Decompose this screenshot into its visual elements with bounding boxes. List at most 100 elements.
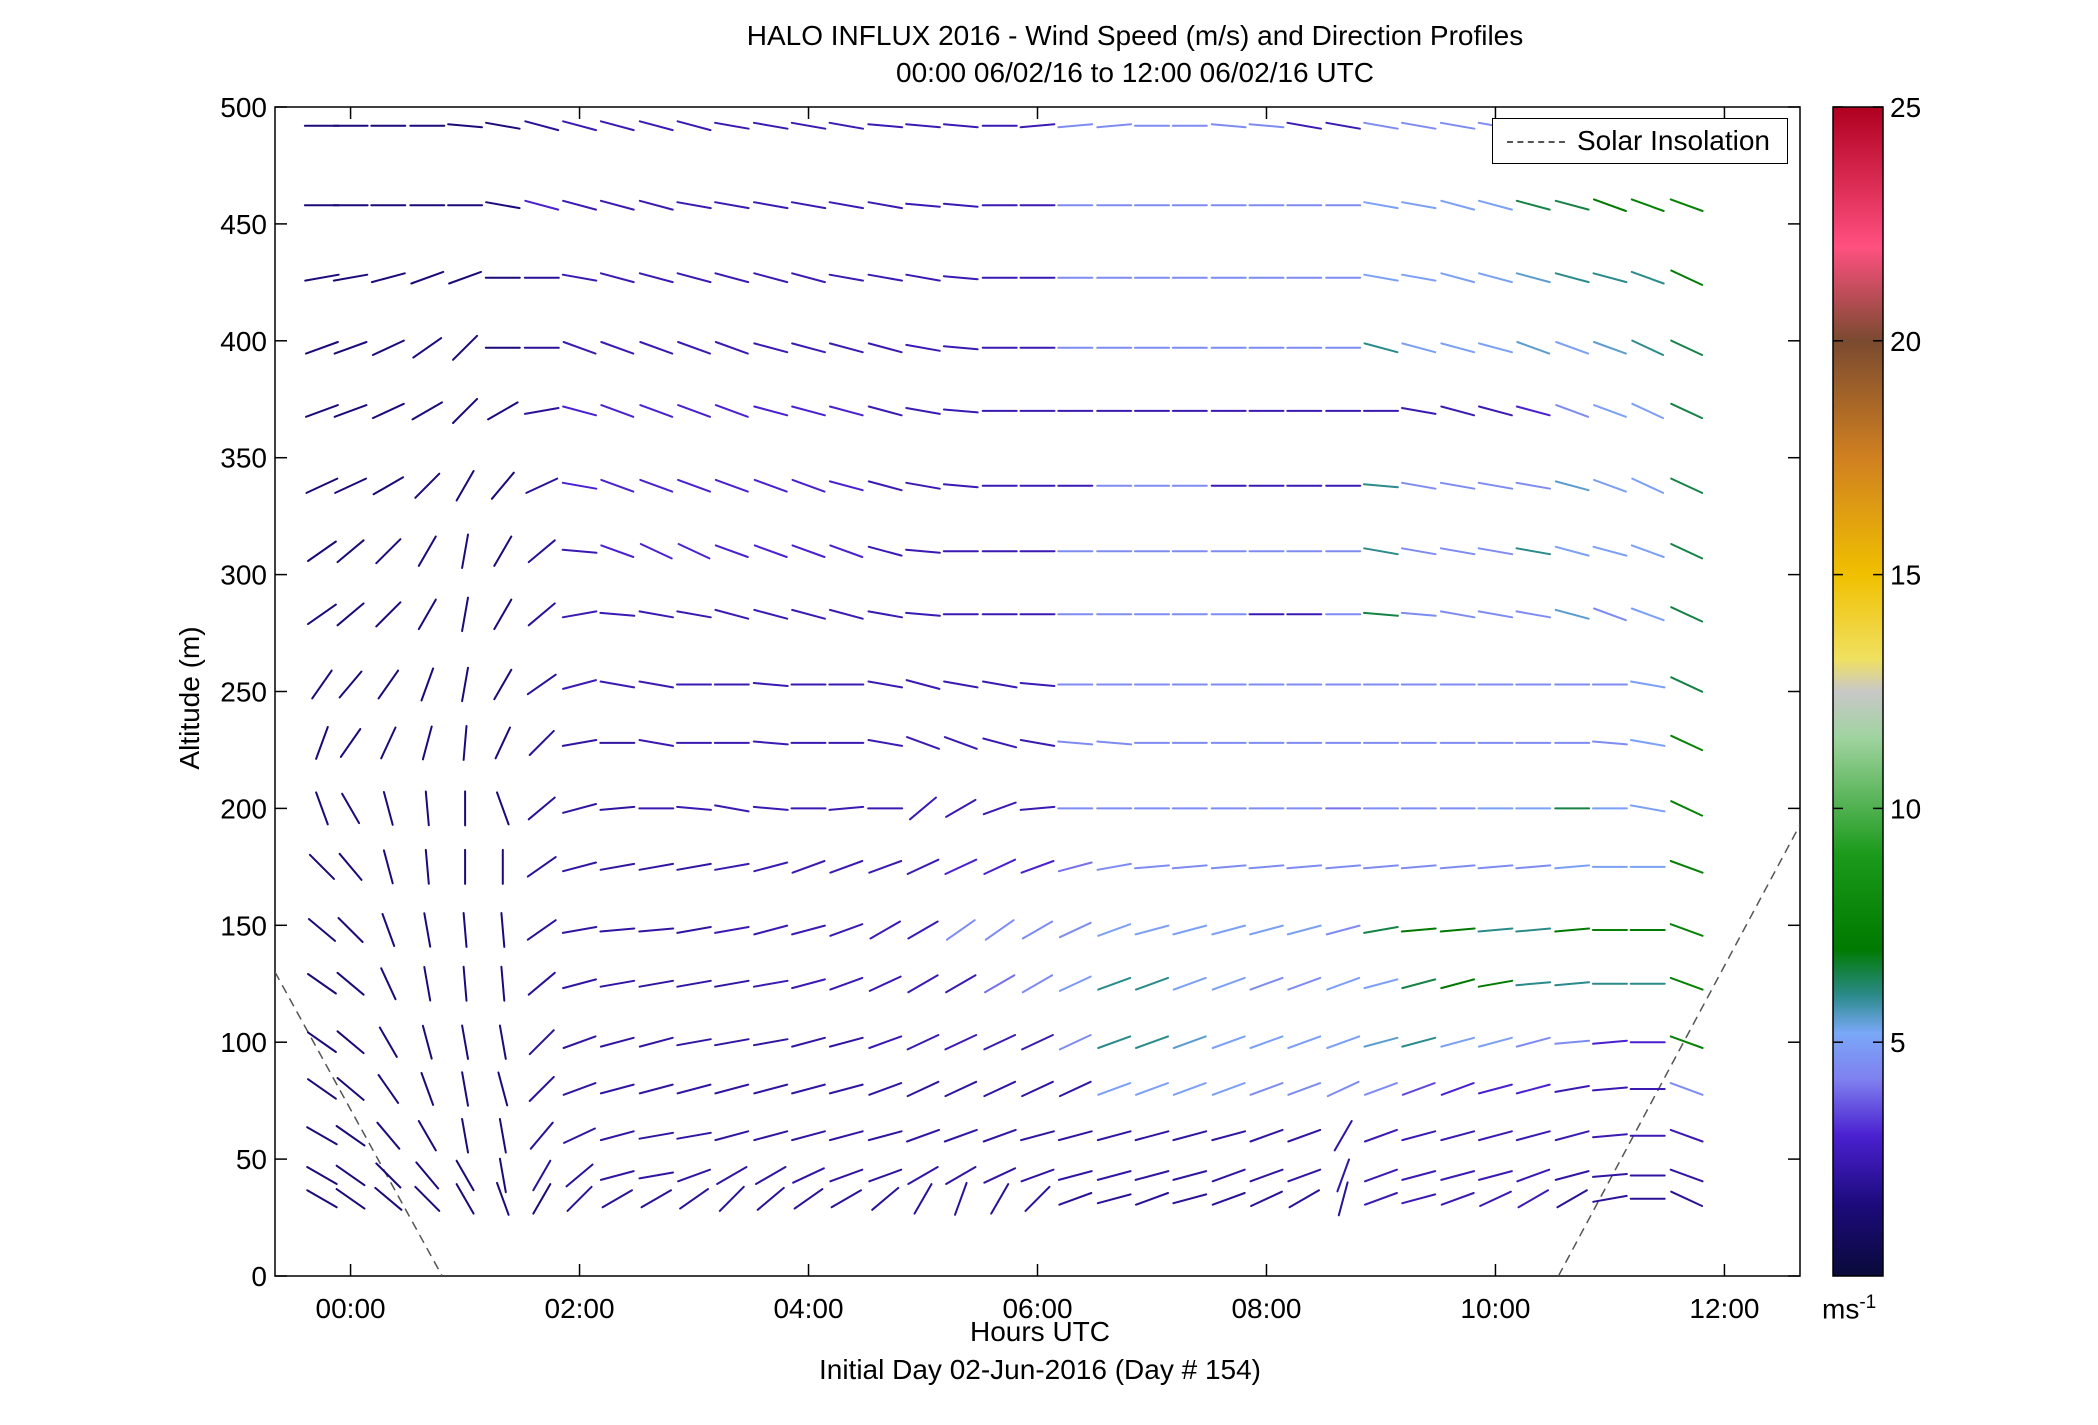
wind-vector: [382, 791, 394, 826]
wind-vector: [526, 673, 557, 696]
wind-vector: [905, 343, 941, 352]
wind-vector: [828, 405, 864, 417]
wind-vector: [1554, 1039, 1591, 1045]
wind-vector: [1556, 1189, 1588, 1209]
wind-vector: [942, 123, 979, 129]
wind-vector: [1363, 926, 1399, 934]
wind-vector: [943, 680, 979, 689]
wind-vector: [1670, 269, 1704, 286]
wind-vector: [1057, 861, 1093, 873]
wind-vector: [1172, 1193, 1208, 1205]
wind-vector: [1211, 1192, 1246, 1206]
wind-vector: [1515, 405, 1551, 417]
wind-vector: [714, 341, 749, 355]
wind-vector: [1479, 1190, 1512, 1207]
wind-vector: [308, 853, 335, 880]
wind-vector: [791, 924, 826, 936]
wind-vector: [1248, 864, 1285, 870]
wind-vector: [1554, 608, 1590, 620]
wind-vector: [1478, 342, 1513, 354]
wind-vector: [639, 341, 674, 355]
wind-vector: [868, 1035, 903, 1049]
wind-vector: [638, 1083, 674, 1095]
wind-vector: [1172, 1035, 1207, 1049]
wind-vector: [1554, 1170, 1590, 1181]
wind-vector: [1670, 339, 1704, 356]
wind-vector: [791, 544, 826, 558]
wind-vector: [1057, 1130, 1093, 1142]
wind-vector: [338, 852, 363, 881]
colorbar-tick-label: 10: [1890, 793, 1921, 824]
wind-vector: [1337, 1181, 1349, 1217]
wind-vector: [600, 341, 635, 355]
wind-vector: [676, 926, 712, 934]
wind-vector: [1134, 1130, 1170, 1142]
wind-vector: [829, 976, 864, 991]
wind-vector: [1515, 272, 1551, 284]
y-tick-label: 300: [220, 560, 267, 591]
wind-vector: [565, 1163, 594, 1188]
wind-vector: [638, 120, 674, 132]
wind-vector: [336, 1077, 365, 1101]
wind-vector: [942, 408, 979, 414]
wind-vector: [867, 405, 903, 417]
wind-vector: [562, 978, 597, 990]
wind-vector: [527, 796, 556, 821]
y-tick-label: 200: [220, 793, 267, 824]
wind-vector: [1440, 199, 1476, 211]
x-axis-sublabel: Initial Day 02-Jun-2016 (Day # 154): [818, 1354, 1261, 1385]
wind-vector: [462, 965, 468, 1002]
wind-vector: [421, 725, 433, 761]
wind-vector: [374, 1186, 403, 1211]
wind-vector: [676, 201, 712, 210]
wind-vector: [1669, 976, 1704, 991]
wind-vector: [828, 1083, 864, 1095]
wind-vector: [380, 726, 397, 760]
wind-vector: [423, 966, 432, 1002]
wind-vector: [1593, 607, 1627, 622]
wind-vector: [336, 602, 365, 627]
wind-vector: [676, 1131, 712, 1140]
wind-vector: [791, 860, 826, 874]
wind-vector: [942, 483, 979, 489]
wind-vector: [905, 611, 941, 617]
wind-vector: [599, 805, 636, 811]
wind-vector: [562, 679, 597, 690]
wind-vector: [1630, 198, 1665, 212]
wind-vector: [1097, 923, 1132, 937]
colorbar-tick-label: 15: [1890, 560, 1921, 591]
wind-vector: [461, 666, 469, 703]
wind-vector: [1286, 924, 1322, 936]
wind-vector: [600, 404, 635, 418]
wind-vector: [1364, 1192, 1398, 1206]
wind-vector: [1631, 477, 1665, 494]
wind-vector: [524, 407, 560, 415]
wind-vector: [1478, 1130, 1513, 1142]
wind-vector: [599, 1170, 635, 1181]
wind-vector: [599, 199, 635, 211]
wind-vector: [380, 967, 397, 1001]
wind-vector: [1515, 1083, 1551, 1095]
colorbar: [1832, 106, 1884, 1277]
wind-vector: [1515, 1130, 1551, 1142]
wind-vector: [1439, 121, 1476, 130]
wind-vector: [982, 1128, 1017, 1143]
solar-insolation-morning: [275, 971, 443, 1276]
wind-vector: [524, 199, 560, 211]
wind-vector: [1401, 407, 1437, 415]
wind-vector: [1592, 1194, 1628, 1203]
wind-vector: [1172, 976, 1207, 991]
wind-vector: [498, 1118, 507, 1154]
wind-vector: [485, 201, 521, 210]
wind-vector: [983, 1080, 1017, 1098]
wind-vector: [792, 1167, 825, 1184]
wind-vector: [421, 1024, 433, 1060]
wind-vector: [336, 971, 365, 996]
wind-vector: [1401, 121, 1437, 130]
y-tick-label: 150: [220, 910, 267, 941]
wind-vector: [601, 1189, 633, 1209]
wind-vector: [1554, 927, 1591, 933]
x-tick-label: 04:00: [773, 1293, 843, 1324]
wind-vector: [461, 533, 469, 569]
